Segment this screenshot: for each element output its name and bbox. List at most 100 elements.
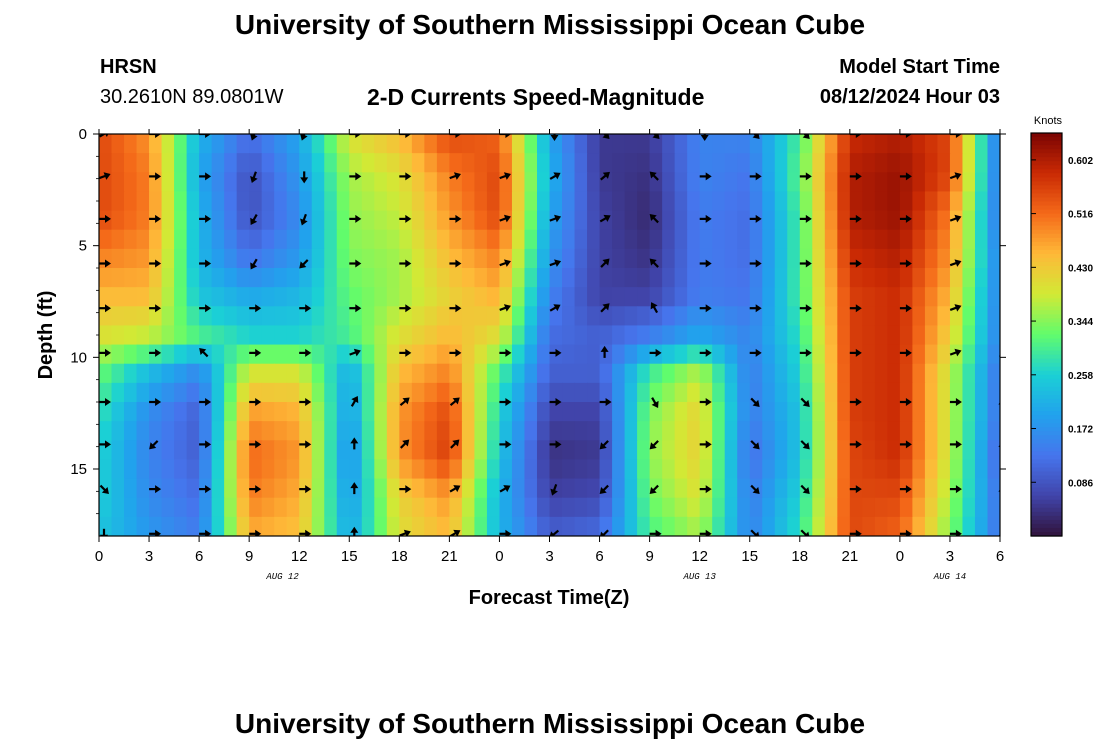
heatmap-cell (99, 325, 113, 346)
colorbar-segment (1031, 394, 1062, 400)
heatmap-cell (974, 287, 989, 307)
heatmap-cell (762, 325, 776, 346)
heatmap-cell (461, 325, 476, 346)
heatmap-cell (899, 306, 913, 327)
heatmap-cell (111, 478, 125, 499)
heatmap-cell (199, 191, 213, 212)
heatmap-cell (524, 191, 538, 212)
current-vector-arrow (399, 259, 412, 268)
heatmap-cell (949, 325, 964, 346)
heatmap-cell (224, 421, 238, 441)
heatmap-cell (286, 459, 300, 480)
heatmap-cell (687, 325, 701, 346)
heatmap-cell (274, 440, 288, 461)
heatmap-cell (949, 344, 964, 365)
heatmap-cell (849, 402, 863, 422)
current-vector-arrow (849, 134, 862, 138)
heatmap-cell (774, 459, 788, 480)
heatmap-cell (574, 421, 588, 441)
heatmap-cell (824, 478, 838, 499)
current-vector-arrow (599, 398, 612, 406)
heatmap-cell (199, 516, 213, 536)
colorbar-segment (1031, 386, 1062, 392)
heatmap-cell (824, 248, 838, 269)
heatmap-cell (787, 440, 801, 461)
heatmap-cell (286, 210, 300, 231)
colorbar-segment (1031, 181, 1062, 186)
heatmap-cell (924, 440, 939, 461)
heatmap-cell (436, 325, 450, 346)
heatmap-cell (949, 459, 964, 480)
heatmap-cell (599, 344, 613, 365)
heatmap-cell (99, 421, 113, 441)
heatmap-cell (887, 421, 901, 441)
current-vector-arrow (249, 304, 262, 313)
colorbar-segment (1031, 471, 1062, 477)
heatmap-cell (336, 382, 350, 403)
heatmap-cell (737, 172, 751, 193)
heatmap-cell (724, 344, 738, 365)
heatmap-cell (824, 268, 838, 288)
heatmap-cell (336, 421, 350, 441)
heatmap-cell (812, 440, 826, 461)
heatmap-cell (149, 497, 163, 518)
heatmap-cell (124, 325, 138, 346)
heatmap-cell (837, 421, 851, 441)
heatmap-cell (949, 153, 964, 173)
heatmap-cell (236, 344, 250, 365)
heatmap-cell (762, 134, 776, 154)
heatmap-cell (612, 134, 626, 154)
heatmap-cell (874, 306, 888, 327)
heatmap-cell (161, 421, 175, 441)
heatmap-cell (637, 268, 651, 288)
heatmap-cell (674, 402, 688, 422)
heatmap-cell (411, 172, 425, 193)
heatmap-cell (937, 478, 951, 499)
heatmap-cell (261, 516, 275, 536)
heatmap-cell (699, 153, 713, 173)
heatmap-cell (274, 172, 288, 193)
heatmap-cell (374, 191, 388, 212)
heatmap-cell (149, 363, 163, 384)
heatmap-cell (361, 229, 375, 250)
current-vector-arrow (349, 304, 362, 313)
heatmap-cell (311, 325, 325, 346)
heatmap-cell (536, 516, 551, 536)
current-vector-arrow (600, 171, 610, 181)
heatmap-cell (674, 191, 688, 212)
colorbar-tick-label: 0.258 (1068, 371, 1093, 382)
heatmap-cell (511, 402, 526, 422)
heatmap-cell (637, 134, 651, 154)
current-vector-arrow (949, 214, 962, 223)
heatmap-cell (749, 363, 763, 384)
current-vector-arrow (649, 171, 659, 181)
current-vector-arrow (600, 303, 610, 313)
heatmap-cell (249, 191, 263, 212)
colorbar-segment (1031, 253, 1062, 259)
colorbar-segment (1031, 249, 1062, 255)
heatmap-cell (324, 306, 338, 327)
heatmap-cell (311, 134, 325, 154)
heatmap-cell (124, 402, 138, 422)
heatmap-cell (899, 325, 913, 346)
heatmap-cell (461, 402, 476, 422)
heatmap-cell (311, 229, 325, 250)
heatmap-cell (324, 268, 338, 288)
heatmap-cell (111, 497, 125, 518)
heatmap-cell (937, 229, 951, 250)
heatmap-cell (962, 172, 976, 193)
heatmap-cell (511, 153, 526, 173)
current-vector-arrow (949, 134, 962, 138)
heatmap-cell (224, 268, 238, 288)
heatmap-cell (599, 153, 613, 173)
heatmap-cell (724, 363, 738, 384)
heatmap-cell (912, 325, 926, 346)
heatmap-cell (349, 402, 363, 422)
current-vector-arrow (899, 134, 912, 138)
heatmap-cell (486, 172, 501, 193)
heatmap-cell (174, 478, 188, 499)
colorbar-tick-label: 0.086 (1068, 478, 1093, 489)
colorbar-segment (1031, 483, 1062, 489)
heatmap-cell (787, 325, 801, 346)
current-vector-arrow (399, 214, 412, 223)
